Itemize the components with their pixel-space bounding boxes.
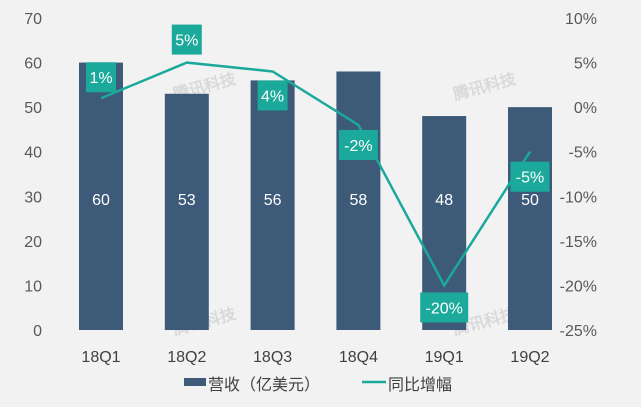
bar-value-label: 56: [264, 192, 282, 209]
growth-label-box: [86, 62, 116, 93]
right-axis-tick: -25%: [560, 323, 597, 340]
growth-label: 5%: [175, 33, 198, 50]
bar-value-label: 50: [521, 192, 539, 209]
right-axis-tick: -10%: [560, 189, 597, 206]
growth-line: [100, 61, 532, 288]
left-axis-tick: 20: [24, 234, 42, 251]
legend-bar-swatch: [184, 378, 206, 386]
left-axis-tick: 70: [24, 11, 42, 28]
left-axis-tick: 60: [24, 56, 42, 73]
bar-18Q2: [164, 93, 209, 331]
left-axis-tick: 30: [24, 189, 42, 206]
x-axis-tick: 18Q2: [167, 349, 206, 366]
right-axis-tick: -15%: [560, 234, 597, 251]
left-axis-tick: 40: [24, 145, 42, 162]
bar-value-label: 58: [350, 192, 368, 209]
legend-bar-label: 营收（亿美元）: [208, 376, 320, 394]
growth-label-box: [338, 129, 378, 160]
bar-19Q2: [508, 107, 552, 331]
right-axis-tick: -5%: [569, 145, 597, 162]
growth-label: -2%: [344, 138, 372, 155]
x-axis-tick: 18Q1: [81, 349, 120, 366]
bar-value-label: 53: [178, 192, 196, 209]
growth-label: -5%: [516, 170, 544, 187]
left-axis-tick: 10: [24, 278, 42, 295]
right-axis-tick: 10%: [565, 11, 597, 28]
x-axis-tick: 18Q3: [253, 349, 292, 366]
growth-label-box: [257, 80, 288, 111]
left-axis-tick: 0: [33, 323, 42, 340]
left-axis-tick: 50: [24, 100, 42, 117]
growth-label: 1%: [89, 70, 112, 87]
growth-label-box: [510, 161, 550, 192]
legend-line-label: 同比增幅: [388, 376, 452, 394]
watermark: 腾讯科技: [451, 69, 519, 104]
bar-18Q1: [79, 62, 123, 330]
right-axis-tick: 0%: [574, 100, 597, 117]
x-axis-tick: 18Q4: [339, 349, 378, 366]
x-axis-tick: 19Q1: [425, 349, 464, 366]
bar-value-label: 48: [435, 192, 453, 209]
growth-label: 4%: [261, 88, 284, 105]
x-axis-tick: 19Q2: [510, 349, 549, 366]
growth-label-box: [171, 24, 202, 55]
right-axis-tick: 5%: [574, 56, 597, 73]
growth-label-box: [420, 292, 469, 323]
bar-value-label: 60: [92, 192, 110, 209]
growth-label: -20%: [426, 300, 463, 317]
bar-18Q3: [250, 80, 295, 331]
right-axis-tick: -20%: [560, 278, 597, 295]
